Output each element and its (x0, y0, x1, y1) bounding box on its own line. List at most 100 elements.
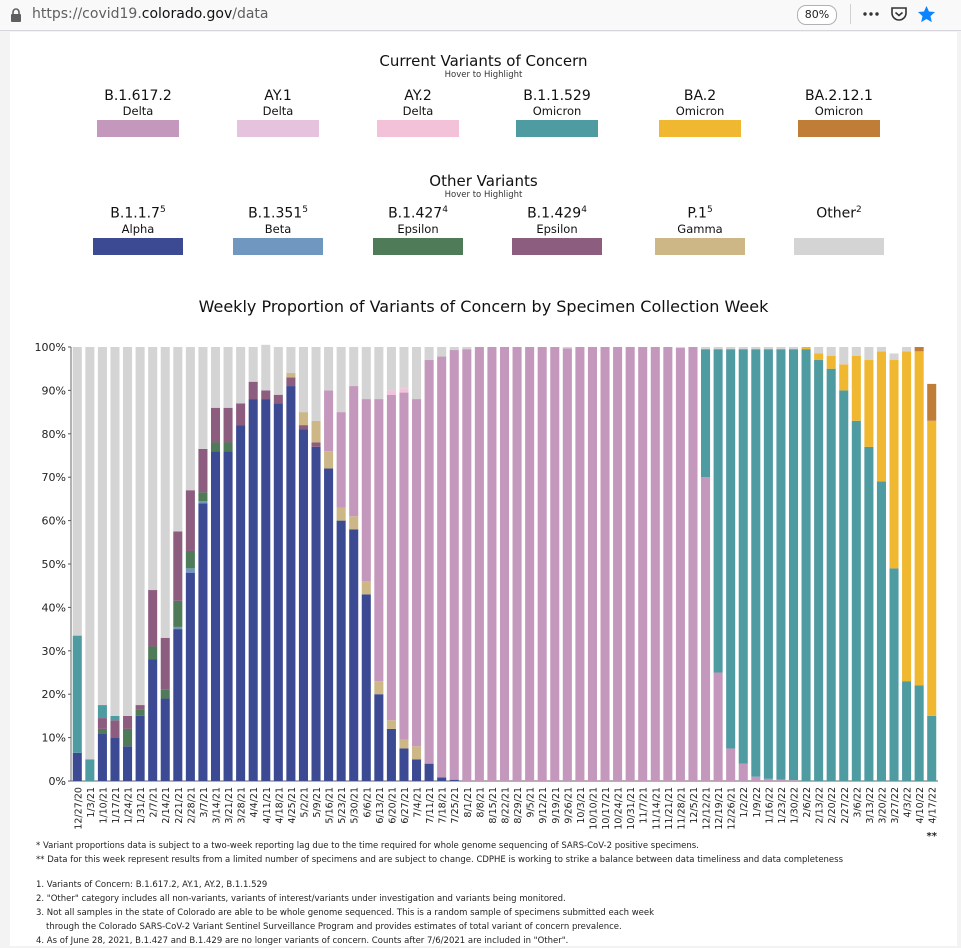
legend-item-p-1[interactable]: P.15 Gamma (640, 202, 760, 255)
legend-swatch[interactable] (97, 120, 179, 137)
bar-segment-b-1-1-7[interactable] (135, 715, 145, 781)
bar-segment-b-1-1-7[interactable] (210, 451, 221, 781)
bar-segment-b-1-617-2[interactable] (613, 347, 623, 781)
bar-segment-other[interactable] (562, 347, 572, 349)
bar-segment-b-1-1-529[interactable] (738, 349, 748, 764)
bar-segment-b-1-427[interactable] (173, 600, 183, 627)
bar-segment-other[interactable] (738, 347, 748, 350)
bar-segment-other[interactable] (210, 347, 221, 408)
bar-segment-b-1-1-7[interactable] (437, 777, 447, 781)
bar-segment-ba-2[interactable] (851, 355, 861, 421)
bar-segment-b-1-1-7[interactable] (72, 752, 82, 781)
bar-segment-other[interactable] (248, 347, 258, 382)
bar-segment-b-1-429[interactable] (198, 448, 208, 493)
bar-segment-b-1-351[interactable] (185, 568, 195, 573)
bar-segment-b-1-617-2[interactable] (349, 386, 359, 517)
bar-segment-b-1-1-529[interactable] (851, 420, 861, 781)
bar-segment-other[interactable] (185, 347, 195, 491)
zoom-indicator[interactable]: 80% (797, 5, 837, 25)
bar-segment-p-1[interactable] (349, 516, 359, 530)
bar-segment-b-1-429[interactable] (210, 407, 221, 443)
bar-segment-b-1-1-529[interactable] (839, 390, 849, 781)
bar-segment-p-1[interactable] (399, 739, 409, 749)
bar-segment-b-1-1-7[interactable] (110, 737, 120, 781)
bar-segment-other[interactable] (236, 347, 246, 404)
bar-segment-p-1[interactable] (311, 420, 321, 443)
bar-segment-ba-2[interactable] (839, 364, 849, 391)
bar-segment-b-1-1-7[interactable] (173, 629, 183, 781)
bar-segment-other[interactable] (361, 347, 371, 400)
bar-segment-b-1-617-2[interactable] (412, 399, 422, 747)
legend-swatch[interactable] (794, 237, 884, 255)
legend-item-b-1-1-7[interactable]: B.1.1.75 Alpha (78, 202, 198, 255)
bar-segment-ba-2-12-1[interactable] (927, 383, 937, 421)
bar-segment-b-1-617-2[interactable] (751, 776, 761, 781)
bar-segment-b-1-1-7[interactable] (148, 659, 158, 781)
bar-segment-b-1-1-529[interactable] (751, 349, 761, 777)
bar-segment-b-1-617-2[interactable] (562, 348, 572, 781)
bar-segment-b-1-1-7[interactable] (412, 759, 422, 781)
bar-segment-b-1-617-2[interactable] (600, 347, 610, 781)
bar-segment-b-1-1-7[interactable] (311, 446, 321, 781)
bar-segment-b-1-351[interactable] (198, 501, 208, 504)
bar-segment-b-1-429[interactable] (185, 490, 195, 551)
legend-swatch[interactable] (93, 237, 183, 255)
bar-segment-other[interactable] (902, 347, 912, 352)
bar-segment-b-1-1-529[interactable] (701, 349, 711, 478)
legend-item-b-1-351[interactable]: B.1.3515 Beta (218, 202, 338, 255)
bar-segment-other[interactable] (160, 347, 170, 638)
bar-segment-b-1-617-2[interactable] (625, 347, 635, 781)
bar-segment-other[interactable] (386, 347, 396, 391)
bar-segment-p-1[interactable] (374, 681, 384, 695)
legend-item-ay-1[interactable]: AY.1 Delta (218, 88, 338, 137)
bar-segment-ba-2[interactable] (876, 351, 886, 482)
bar-segment-b-1-1-529[interactable] (763, 349, 773, 779)
bar-segment-b-1-617-2[interactable] (374, 399, 384, 682)
legend-swatch[interactable] (373, 237, 463, 255)
bar-segment-ba-2[interactable] (864, 360, 874, 447)
bar-segment-b-1-429[interactable] (286, 377, 296, 387)
bar-segment-b-1-617-2[interactable] (663, 347, 673, 781)
bar-segment-b-1-1-7[interactable] (399, 748, 409, 781)
bar-segment-b-1-617-2[interactable] (399, 392, 409, 740)
legend-item-b-1-427[interactable]: B.1.4274 Epsilon (358, 202, 478, 255)
bar-segment-b-1-617-2[interactable] (512, 347, 522, 781)
bar-segment-b-1-617-2[interactable] (336, 412, 346, 508)
bar-segment-b-1-617-2[interactable] (587, 347, 597, 781)
legend-swatch[interactable] (798, 120, 880, 137)
bar-segment-b-1-429[interactable] (123, 715, 133, 729)
bar-segment-b-1-427[interactable] (135, 709, 145, 716)
bar-segment-ba-2-12-1[interactable] (914, 347, 924, 352)
bar-segment-b-1-1-7[interactable] (248, 399, 258, 781)
bar-segment-b-1-1-529[interactable] (864, 446, 874, 781)
bar-segment-b-1-427[interactable] (123, 728, 133, 747)
bar-segment-b-1-617-2[interactable] (487, 347, 497, 781)
bar-segment-b-1-427[interactable] (198, 492, 208, 502)
bar-segment-b-1-1-7[interactable] (324, 468, 334, 781)
bar-segment-b-1-1-7[interactable] (185, 572, 195, 781)
bar-segment-b-1-1-529[interactable] (726, 349, 736, 749)
bar-segment-b-1-617-2[interactable] (437, 356, 447, 778)
bar-segment-p-1[interactable] (412, 746, 422, 760)
bar-segment-b-1-1-7[interactable] (286, 386, 296, 781)
bar-segment-b-1-617-2[interactable] (763, 778, 773, 781)
bar-segment-b-1-429[interactable] (160, 637, 170, 690)
bar-segment-other[interactable] (336, 347, 346, 413)
pocket-icon[interactable] (890, 5, 908, 27)
bar-segment-b-1-617-2[interactable] (449, 350, 459, 780)
more-actions-icon[interactable] (862, 5, 880, 27)
legend-item-b-1-617-2[interactable]: B.1.617.2 Delta (78, 88, 198, 137)
bar-segment-b-1-429[interactable] (261, 390, 271, 400)
bar-segment-other[interactable] (110, 347, 120, 716)
address-bar[interactable]: https://covid19.colorado.gov/data (32, 6, 269, 22)
bar-segment-b-1-1-7[interactable] (160, 698, 170, 781)
bar-segment-b-1-617-2[interactable] (650, 347, 660, 781)
bar-segment-b-1-1-7[interactable] (198, 503, 208, 781)
bar-segment-b-1-617-2[interactable] (525, 347, 535, 781)
bar-segment-b-1-429[interactable] (273, 394, 283, 404)
bookmark-star-icon[interactable] (917, 5, 936, 28)
bar-segment-b-1-1-529[interactable] (902, 681, 912, 781)
bar-segment-b-1-429[interactable] (110, 720, 120, 738)
bar-segment-b-1-427[interactable] (210, 442, 221, 452)
bar-segment-ba-2[interactable] (914, 351, 924, 686)
